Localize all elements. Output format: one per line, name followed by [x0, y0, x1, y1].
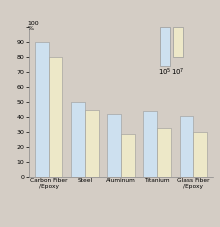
Bar	[173, 27, 183, 57]
Text: %: %	[28, 26, 34, 31]
Bar	[180, 116, 193, 177]
Text: 100: 100	[28, 21, 39, 26]
Bar	[85, 110, 99, 177]
Text: $10^5$: $10^5$	[158, 67, 172, 78]
Bar	[35, 42, 49, 177]
Bar	[143, 111, 157, 177]
Bar	[160, 27, 170, 66]
Bar	[121, 134, 135, 177]
Bar	[157, 128, 171, 177]
Bar	[71, 102, 85, 177]
Bar	[49, 57, 62, 177]
Text: $10^7$: $10^7$	[171, 67, 185, 78]
Bar	[193, 132, 207, 177]
Bar	[107, 114, 121, 177]
